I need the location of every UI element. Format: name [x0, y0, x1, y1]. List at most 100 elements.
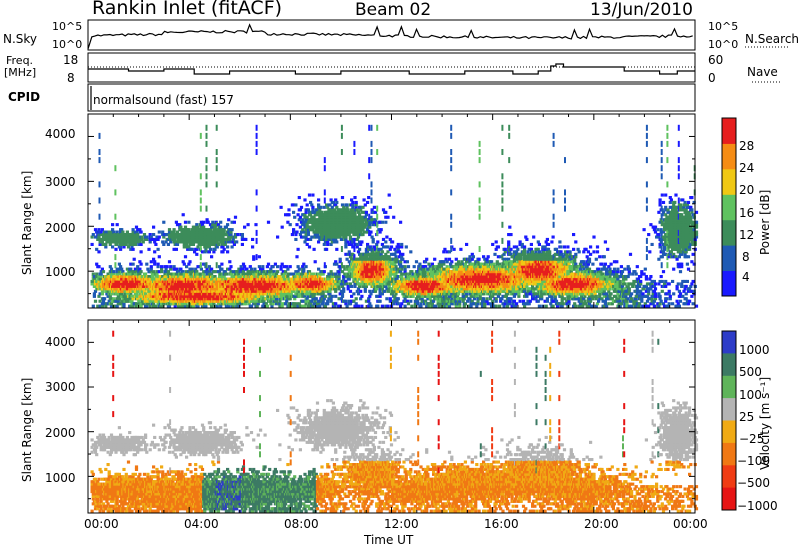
heatmap-cell — [394, 292, 398, 296]
heatmap-cell — [371, 252, 375, 256]
heatmap-cell — [230, 228, 234, 232]
heatmap-cell — [306, 233, 310, 237]
heatmap-cell — [182, 262, 186, 266]
heatmap-cell — [198, 223, 202, 227]
heatmap-cell — [326, 302, 330, 306]
heatmap-cell — [237, 304, 241, 308]
heatmap-cell — [340, 221, 343, 228]
heatmap-cell — [346, 208, 350, 212]
heatmap-cell — [392, 302, 396, 306]
heatmap-cell — [419, 270, 423, 274]
heatmap-cell — [360, 240, 364, 244]
heatmap-cell — [342, 265, 346, 269]
heatmap-cell — [345, 205, 349, 209]
heatmap-cell — [304, 272, 308, 276]
heatmap-cell — [322, 297, 326, 301]
power-cbar-tick-8: 8 — [742, 250, 750, 264]
freq-left-tick-bottom: 8 — [67, 71, 75, 85]
heatmap-cell — [307, 270, 312, 274]
heatmap-cell — [216, 302, 221, 306]
heatmap-cell — [313, 260, 317, 264]
heatmap-cell — [354, 297, 358, 301]
heatmap-cell — [310, 272, 314, 276]
heatmap-cell — [227, 218, 231, 222]
heatmap-cell — [353, 196, 357, 200]
heatmap-cell — [97, 275, 101, 279]
heatmap-cell — [247, 270, 251, 274]
heatmap-cell — [112, 230, 116, 234]
heatmap-cell — [368, 157, 371, 164]
heatmap-cell — [93, 299, 98, 303]
heatmap-cell — [303, 225, 307, 229]
heatmap-cell — [355, 245, 359, 249]
heatmap-cell — [290, 304, 294, 308]
heatmap-cell — [371, 223, 375, 227]
heatmap-cell — [410, 304, 414, 308]
heatmap-cell — [378, 289, 382, 293]
heatmap-cell — [96, 284, 100, 288]
heatmap-cell — [334, 302, 338, 306]
heatmap-cell — [219, 304, 223, 308]
heatmap-cell — [371, 210, 375, 214]
heatmap-cell — [115, 267, 119, 271]
heatmap-cell — [388, 297, 392, 301]
heatmap-cell — [352, 279, 356, 283]
heatmap-cell — [232, 302, 236, 306]
heatmap-cell — [226, 302, 230, 306]
heatmap-cell — [138, 228, 142, 232]
heatmap-cell — [355, 279, 359, 283]
heatmap-cell — [219, 277, 223, 281]
heatmap-cell — [351, 205, 355, 209]
heatmap-cell — [346, 287, 350, 291]
heatmap-cell — [205, 272, 209, 276]
heatmap-cell — [152, 270, 156, 274]
heatmap-cell — [380, 250, 384, 254]
heatmap-cell — [403, 265, 407, 269]
heatmap-cell — [395, 257, 399, 261]
heatmap-cell — [340, 262, 343, 269]
heatmap-cell — [347, 270, 351, 274]
heatmap-cell — [327, 284, 331, 288]
heatmap-cell — [205, 262, 208, 269]
heatmap-cell — [389, 287, 394, 291]
heatmap-cell — [337, 282, 341, 286]
heatmap-cell — [388, 247, 392, 251]
heatmap-cell — [92, 275, 96, 279]
heatmap-cell — [353, 242, 357, 246]
heatmap-cell — [109, 304, 114, 308]
heatmap-cell — [419, 302, 423, 306]
heatmap-cell — [318, 292, 322, 296]
heatmap-cell — [396, 247, 400, 251]
heatmap-cell — [376, 213, 379, 220]
heatmap-cell — [373, 218, 378, 222]
heatmap-cell — [301, 299, 305, 303]
heatmap-cell — [384, 240, 388, 244]
heatmap-cell — [239, 275, 243, 279]
heatmap-cell — [107, 299, 111, 303]
heatmap-cell — [393, 247, 397, 251]
heatmap-cell — [202, 220, 206, 224]
heatmap-cell — [152, 289, 156, 293]
heatmap-cell — [279, 265, 283, 269]
heatmap-cell — [302, 270, 306, 274]
heatmap-cell — [138, 267, 142, 271]
heatmap-cell — [293, 302, 297, 306]
heatmap-cell — [244, 299, 248, 303]
heatmap-cell — [286, 289, 290, 293]
heatmap-cell — [312, 247, 316, 251]
heatmap-cell — [214, 279, 218, 283]
heatmap-cell — [269, 275, 273, 279]
power-cbar-tick-16: 16 — [739, 206, 755, 220]
heatmap-cell — [297, 218, 301, 222]
heatmap-cell — [411, 294, 415, 298]
heatmap-cell — [130, 294, 134, 298]
heatmap-cell — [136, 265, 140, 269]
heatmap-cell — [396, 275, 400, 279]
heatmap-cell — [214, 270, 218, 274]
freq-label: Freq. — [6, 54, 34, 67]
heatmap-cell — [264, 272, 268, 276]
heatmap-cell — [384, 220, 388, 224]
heatmap-cell — [413, 272, 417, 276]
heatmap-cell — [216, 299, 221, 303]
heatmap-cell — [114, 262, 117, 269]
